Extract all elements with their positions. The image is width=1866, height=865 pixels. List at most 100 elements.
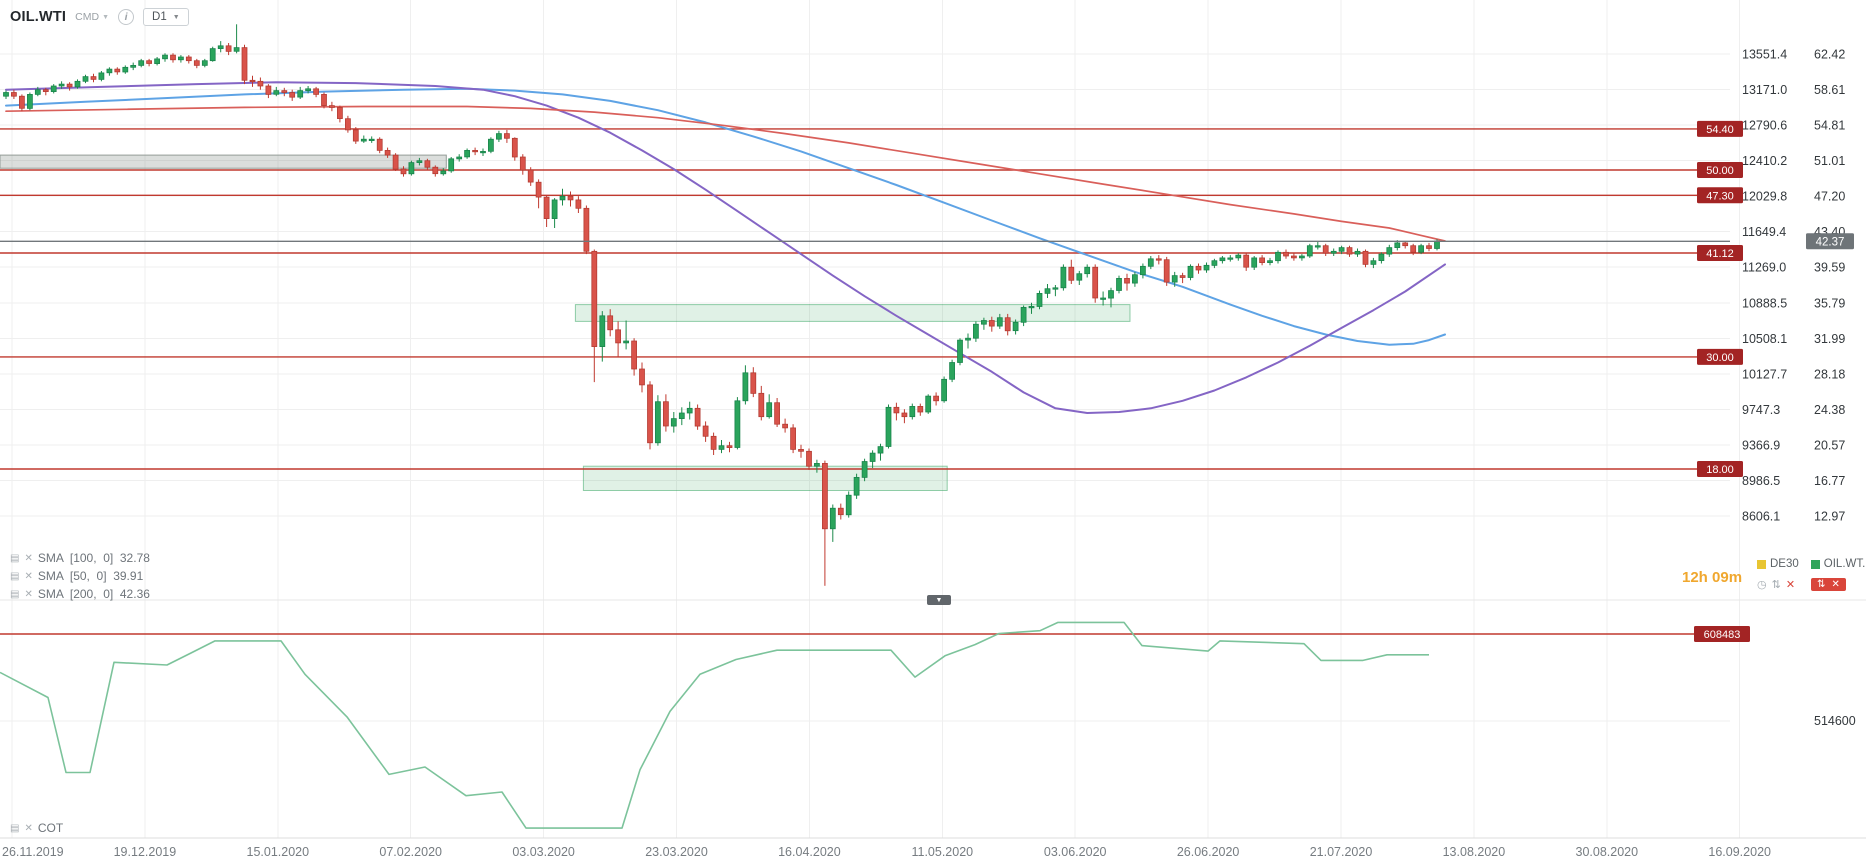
cot-legend: ▤ ✕ COT [10, 819, 63, 837]
sma-200-label: SMA [200, 0] 42.36 [37, 587, 150, 601]
svg-text:41.12: 41.12 [1706, 248, 1734, 260]
market-label: CMD [75, 11, 100, 23]
svg-text:13551.4: 13551.4 [1742, 48, 1787, 62]
svg-text:10508.1: 10508.1 [1742, 332, 1787, 346]
svg-text:12790.6: 12790.6 [1742, 119, 1787, 133]
info-icon[interactable]: i [118, 9, 135, 25]
sma-legend-row: ▤ ✕ SMA [100, 0] 32.78 [10, 549, 150, 567]
svg-text:47.20: 47.20 [1814, 190, 1845, 204]
svg-text:16.09.2020: 16.09.2020 [1708, 845, 1771, 859]
svg-text:9366.9: 9366.9 [1742, 438, 1780, 452]
svg-text:54.81: 54.81 [1814, 119, 1845, 133]
indicator-settings-icon[interactable]: ▤ [10, 570, 20, 582]
remove-indicator-icon[interactable]: ✕ [24, 570, 33, 582]
svg-text:10127.7: 10127.7 [1742, 367, 1787, 381]
svg-text:62.42: 62.42 [1814, 48, 1845, 62]
timeframe-dropdown[interactable]: D1 ▼ [143, 8, 189, 26]
instrument-symbol[interactable]: OIL.WTI [10, 9, 67, 25]
svg-text:24.38: 24.38 [1814, 403, 1845, 417]
svg-text:514600: 514600 [1814, 714, 1856, 728]
remove-indicator-icon[interactable]: ✕ [24, 588, 33, 600]
instrument-market[interactable]: CMD ▼ [75, 11, 109, 23]
chevron-down-icon: ▼ [935, 596, 943, 604]
svg-text:03.06.2020: 03.06.2020 [1044, 845, 1107, 859]
chevron-down-icon: ▼ [172, 13, 180, 21]
svg-text:28.18: 28.18 [1814, 367, 1845, 381]
svg-text:8606.1: 8606.1 [1742, 509, 1780, 523]
instrument-chip-oilwti[interactable]: OIL.WT. [1810, 558, 1866, 570]
indicator-settings-icon[interactable]: ▤ [10, 552, 20, 564]
instrument-chip-de30[interactable]: DE30 [1757, 558, 1799, 570]
price-zone-gray [0, 154, 447, 169]
svg-text:13.08.2020: 13.08.2020 [1443, 845, 1506, 859]
de30-tools: ◷ ⇅ ✕ [1757, 578, 1795, 591]
chevron-down-icon: ▼ [102, 13, 110, 21]
svg-text:26.11.2019: 26.11.2019 [2, 845, 64, 859]
sma-legend: ▤ ✕ SMA [100, 0] 32.78 ▤ ✕ SMA [50, 0] 3… [10, 549, 150, 603]
swap-axis-icon[interactable]: ⇅ [1817, 579, 1826, 590]
sma-100-label: SMA [100, 0] 32.78 [37, 551, 150, 565]
indicator-settings-icon[interactable]: ▤ [10, 822, 20, 834]
swap-axis-icon[interactable]: ⇅ [1771, 579, 1781, 591]
svg-text:30.00: 30.00 [1706, 352, 1734, 364]
svg-text:11.05.2020: 11.05.2020 [911, 845, 973, 859]
svg-text:15.01.2020: 15.01.2020 [247, 845, 310, 859]
svg-text:11269.0: 11269.0 [1742, 261, 1786, 275]
svg-text:42.37: 42.37 [1816, 236, 1845, 248]
svg-text:31.99: 31.99 [1814, 332, 1845, 346]
remove-indicator-icon[interactable]: ✕ [24, 552, 33, 564]
close-icon[interactable]: ✕ [1831, 579, 1840, 590]
svg-text:11649.4: 11649.4 [1742, 225, 1786, 239]
svg-text:30.08.2020: 30.08.2020 [1576, 845, 1639, 859]
svg-text:8986.5: 8986.5 [1742, 474, 1780, 488]
svg-text:12410.2: 12410.2 [1742, 154, 1787, 168]
svg-text:39.59: 39.59 [1814, 261, 1845, 275]
sma-legend-row: ▤ ✕ SMA [200, 0] 42.36 [10, 585, 150, 603]
svg-text:54.40: 54.40 [1706, 124, 1734, 136]
sma-50-label: SMA [50, 0] 39.91 [37, 569, 144, 583]
svg-text:03.03.2020: 03.03.2020 [512, 845, 575, 859]
remove-indicator-icon[interactable]: ✕ [24, 822, 33, 834]
candles [3, 24, 1440, 586]
active-instrument-badge[interactable]: ⇅ ✕ [1811, 578, 1846, 591]
sma-50-line [5, 81, 1446, 414]
oil-color-swatch [1810, 559, 1820, 569]
visibility-icon[interactable]: ◷ [1757, 579, 1767, 591]
remove-overlay-icon[interactable]: ✕ [1785, 579, 1796, 591]
sma-legend-row: ▤ ✕ SMA [50, 0] 39.91 [10, 567, 150, 585]
sma-200-line [5, 105, 1446, 242]
price-zone-green [582, 465, 948, 492]
de30-color-swatch [1757, 559, 1766, 569]
svg-text:51.01: 51.01 [1814, 154, 1845, 168]
svg-text:50.00: 50.00 [1706, 165, 1734, 177]
svg-text:23.03.2020: 23.03.2020 [645, 845, 708, 859]
svg-text:9747.3: 9747.3 [1742, 403, 1780, 417]
svg-text:16.77: 16.77 [1814, 474, 1845, 488]
svg-text:608483: 608483 [1704, 629, 1741, 641]
svg-text:47.30: 47.30 [1706, 190, 1734, 202]
svg-text:21.07.2020: 21.07.2020 [1310, 845, 1373, 859]
svg-text:35.79: 35.79 [1814, 296, 1845, 310]
candle-countdown-timer: 12h 09m [1682, 569, 1743, 586]
svg-text:20.57: 20.57 [1814, 438, 1845, 452]
svg-text:26.06.2020: 26.06.2020 [1177, 845, 1240, 859]
overlay-instrument-list: DE30 OIL.WT. [1757, 558, 1865, 570]
price-zone-green [574, 304, 1131, 322]
svg-text:10888.5: 10888.5 [1742, 296, 1787, 310]
svg-text:16.04.2020: 16.04.2020 [778, 845, 841, 859]
cot-line [0, 621, 1429, 829]
oil-chip-label: OIL.WT. [1823, 558, 1866, 570]
indicator-settings-icon[interactable]: ▤ [10, 588, 20, 600]
timeframe-label: D1 [152, 11, 167, 23]
svg-text:12029.8: 12029.8 [1742, 190, 1787, 204]
svg-text:12.97: 12.97 [1814, 509, 1845, 523]
de30-chip-label: DE30 [1770, 558, 1799, 570]
svg-text:07.02.2020: 07.02.2020 [379, 845, 442, 859]
svg-text:13171.0: 13171.0 [1742, 83, 1787, 97]
instrument-header: OIL.WTI CMD ▼ i D1 ▼ [10, 8, 189, 26]
pane-collapse-handle[interactable]: ▼ [927, 595, 951, 605]
overlay-instrument-tools: ◷ ⇅ ✕ ⇅ ✕ [1757, 578, 1846, 591]
svg-text:18.00: 18.00 [1706, 464, 1734, 476]
